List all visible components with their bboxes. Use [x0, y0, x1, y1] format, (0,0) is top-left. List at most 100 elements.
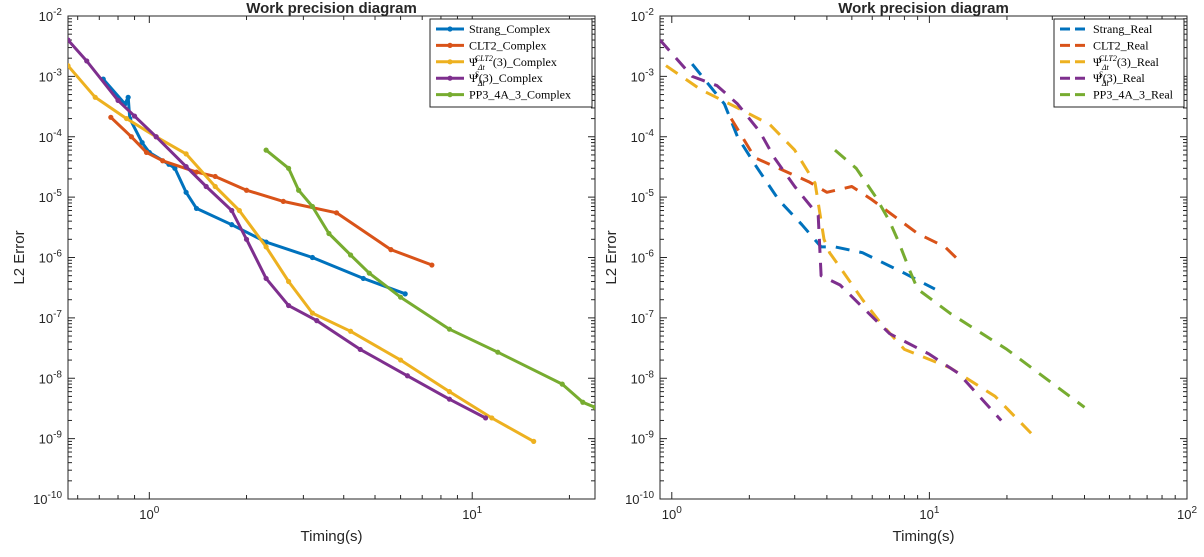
data-point-2-8 — [280, 198, 286, 204]
legend-marker-3 — [447, 59, 453, 65]
data-point-4-4 — [131, 113, 138, 119]
legend-label-2: CLT2_Complex — [469, 38, 547, 52]
data-point-3-3 — [123, 115, 130, 122]
data-point-5-6 — [347, 252, 354, 258]
y-tick-label-9: 10-10 — [33, 490, 62, 507]
data-point-3-14 — [489, 415, 495, 421]
data-point-4-11 — [286, 302, 292, 309]
data-point-1-15 — [402, 291, 408, 297]
series-line-2 — [729, 117, 960, 262]
data-point-3-1 — [68, 63, 71, 69]
legend-marker-5 — [447, 92, 453, 98]
data-point-1-11 — [229, 222, 235, 228]
x-tick-label-1: 100 — [139, 505, 159, 522]
x-tick-label-2: 101 — [462, 505, 482, 522]
tick-marks — [68, 15, 595, 500]
legend-label-4: ΨΔtS(3)_Complex — [469, 70, 543, 88]
chart-title: Work precision diagram — [838, 0, 1009, 17]
y-tick-label-5: 10-6 — [631, 249, 655, 266]
data-point-2-4 — [160, 158, 166, 164]
legend-label-5: PP3_4A_3_Real — [1093, 88, 1174, 102]
series-line-3 — [665, 64, 1038, 440]
data-point-1-3 — [125, 94, 131, 100]
data-point-2-10 — [388, 247, 394, 253]
y-tick-label-6: 10-7 — [631, 309, 655, 326]
data-point-4-7 — [203, 183, 209, 190]
data-point-1-5 — [139, 140, 145, 146]
y-axis-label: L2 Error — [603, 230, 620, 284]
data-point-5-1 — [263, 147, 269, 153]
data-point-2-5 — [193, 169, 200, 175]
data-point-5-9 — [446, 326, 453, 332]
data-point-1-9 — [183, 189, 189, 195]
legend-label-3: ΨΔtCLT2(3)_Real — [1093, 54, 1160, 72]
data-point-2-9 — [333, 210, 340, 216]
data-point-4-12 — [314, 318, 320, 324]
data-point-4-9 — [243, 236, 250, 242]
y-tick-label-5: 10-6 — [39, 249, 63, 266]
data-point-4-14 — [404, 373, 411, 379]
data-point-3-9 — [286, 278, 292, 285]
data-point-5-7 — [366, 270, 372, 276]
data-point-4-15 — [446, 396, 453, 402]
legend-label-5: PP3_4A_3_Complex — [469, 88, 571, 102]
y-tick-label-4: 10-5 — [631, 188, 655, 205]
data-point-4-10 — [263, 275, 269, 282]
y-tick-label-4: 10-5 — [39, 188, 63, 205]
data-point-5-13 — [592, 404, 595, 410]
y-tick-label-3: 10-4 — [631, 128, 655, 145]
legend: Strang_Real CLT2_Real ΨΔtCLT2(3)_RealΨΔtS(… — [1053, 18, 1185, 108]
data-point-2-11 — [429, 262, 435, 268]
x-axis-label: Timing(s) — [893, 528, 955, 545]
chart-panel-1: 100 101 10-2 10-3 10-4 10-5 10-6 10-7 10-8 10-9 10… — [11, 0, 596, 545]
data-point-3-8 — [263, 244, 269, 250]
chart-title: Work precision diagram — [246, 0, 417, 17]
data-point-2-2 — [128, 134, 134, 140]
data-point-5-12 — [580, 399, 586, 405]
data-point-4-3 — [115, 97, 121, 104]
data-point-5-3 — [296, 187, 302, 193]
data-point-3-6 — [212, 183, 218, 190]
data-point-3-15 — [531, 438, 537, 444]
data-point-4-5 — [153, 134, 159, 140]
data-point-5-8 — [397, 294, 404, 300]
y-tick-label-1: 10-2 — [39, 7, 63, 24]
y-tick-label-8: 10-9 — [39, 430, 63, 447]
data-point-4-2 — [84, 58, 90, 64]
legend-label-3: ΨΔtCLT2(3)_Complex — [469, 54, 557, 72]
chart-panel-2: 100 101 102 10-2 10-3 10-4 10-5 10-6 10-7 10-8 10-… — [603, 0, 1197, 545]
y-tick-label-6: 10-7 — [39, 309, 63, 326]
data-point-3-13 — [446, 389, 453, 395]
series-group — [660, 39, 1086, 440]
data-point-5-2 — [286, 165, 292, 171]
y-tick-label-3: 10-4 — [39, 128, 63, 145]
data-point-5-10 — [495, 349, 501, 355]
series-group — [68, 37, 595, 444]
series-line-5 — [834, 148, 1086, 409]
x-tick-label-3: 102 — [1177, 505, 1197, 522]
legend-marker-2 — [447, 42, 453, 49]
x-tick-label-1: 100 — [662, 505, 682, 522]
data-point-4-13 — [357, 346, 363, 353]
y-tick-label-2: 10-3 — [39, 67, 63, 84]
data-point-2-7 — [243, 187, 250, 193]
series-line-4 — [68, 39, 487, 420]
data-point-2-6 — [212, 173, 218, 180]
legend-label-4: ΨΔtS(3)_Real — [1093, 70, 1145, 88]
y-tick-label-7: 10-8 — [631, 369, 655, 386]
data-point-2-1 — [108, 114, 114, 120]
y-tick-label-9: 10-10 — [625, 490, 654, 507]
data-point-5-4 — [309, 203, 316, 210]
data-point-3-12 — [397, 357, 404, 363]
legend-label-1: Strang_Real — [1093, 22, 1153, 36]
data-point-4-1 — [68, 37, 71, 43]
data-point-1-8 — [172, 165, 178, 171]
x-tick-label-2: 101 — [919, 505, 939, 522]
data-point-3-7 — [236, 207, 242, 214]
data-point-3-10 — [309, 310, 316, 316]
data-point-3-5 — [183, 151, 189, 157]
data-point-5-11 — [559, 381, 565, 387]
legend-marker-1 — [447, 26, 453, 32]
